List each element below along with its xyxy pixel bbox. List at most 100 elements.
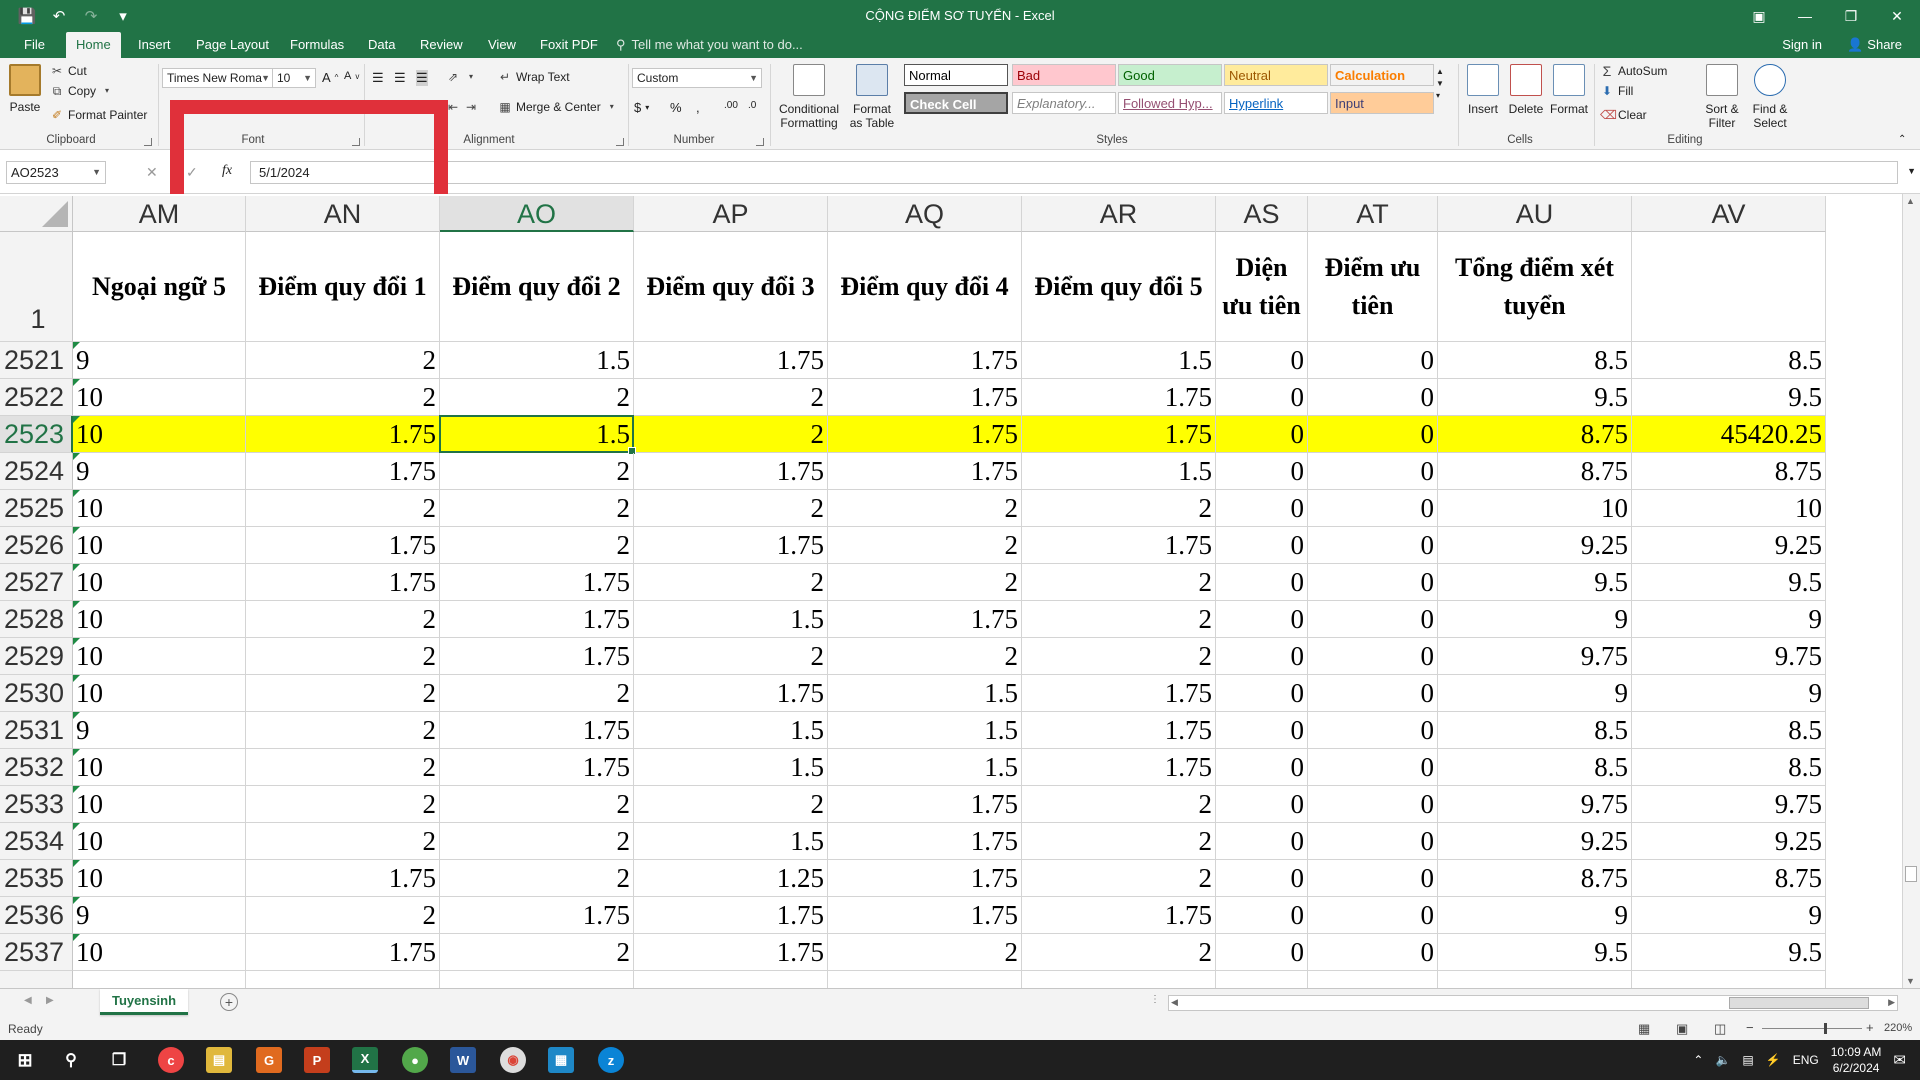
cell-at[interactable]: 0 [1308, 712, 1438, 749]
cell-ar[interactable]: 2 [1022, 823, 1216, 860]
cell-ar[interactable]: 2 [1022, 490, 1216, 527]
header-cell-am[interactable]: Ngoại ngữ 5 [73, 232, 246, 342]
cell-au[interactable]: 8.5 [1438, 342, 1632, 379]
cell-aq[interactable]: 1.75 [828, 342, 1022, 379]
cell-an[interactable]: 1.75 [246, 860, 440, 897]
decrease-decimal-button[interactable]: .0 [748, 100, 757, 111]
cell-as[interactable]: 0 [1216, 601, 1308, 638]
cell-ao[interactable]: 1.5 [440, 342, 634, 379]
increase-decimal-button[interactable]: .00 [724, 100, 738, 111]
formula-input[interactable]: 5/1/2024 [250, 161, 1898, 184]
column-header-av[interactable]: AV [1632, 196, 1826, 232]
cell-as[interactable]: 0 [1216, 490, 1308, 527]
tab-formulas[interactable]: Formulas [290, 37, 345, 52]
normal-view-icon[interactable]: ▦ [1638, 1021, 1651, 1036]
cell-ap[interactable]: 1.75 [634, 342, 828, 379]
clear-button[interactable]: ⌫ Clear [1600, 108, 1647, 122]
cell-at[interactable]: 0 [1308, 453, 1438, 490]
cell-as[interactable]: 0 [1216, 379, 1308, 416]
cell-at[interactable]: 0 [1308, 638, 1438, 675]
insert-cells-button[interactable]: Insert [1464, 64, 1502, 116]
cell-ar[interactable]: 2 [1022, 601, 1216, 638]
zalo-icon[interactable]: z [598, 1047, 624, 1073]
cell-av[interactable]: 10 [1632, 490, 1826, 527]
cell-ar[interactable]: 2 [1022, 860, 1216, 897]
style-bad[interactable]: Bad [1012, 64, 1116, 86]
tab-splitter-handle[interactable]: ⋮ [1150, 994, 1160, 1005]
tab-foxit-pdf[interactable]: Foxit PDF [540, 37, 598, 52]
redo-icon[interactable]: ↷ [84, 8, 98, 25]
cell-as[interactable]: 0 [1216, 786, 1308, 823]
cell-at[interactable]: 0 [1308, 749, 1438, 786]
cell-an[interactable]: 2 [246, 638, 440, 675]
cell-av[interactable]: 9.5 [1632, 934, 1826, 971]
file-explorer-icon[interactable]: ▤ [206, 1047, 232, 1073]
style-good[interactable]: Good [1118, 64, 1222, 86]
cell-am[interactable]: 10 [73, 601, 246, 638]
cell-ao[interactable]: 2 [440, 823, 634, 860]
undo-icon[interactable]: ↶ [52, 8, 66, 25]
green-app-icon[interactable]: ● [402, 1047, 428, 1073]
cell-ar[interactable]: 1.5 [1022, 453, 1216, 490]
cell-as[interactable]: 0 [1216, 416, 1308, 453]
cell-aq[interactable]: 1.75 [828, 453, 1022, 490]
page-layout-view-icon[interactable]: ▣ [1676, 1021, 1689, 1036]
cell-ao[interactable]: 1.75 [440, 601, 634, 638]
cell-ap[interactable]: 1.75 [634, 453, 828, 490]
style-normal[interactable]: Normal [904, 64, 1008, 86]
font-size-combo[interactable]: 10 ▼ [272, 68, 316, 88]
cell-ar[interactable]: 2 [1022, 934, 1216, 971]
cell-am[interactable]: 10 [73, 786, 246, 823]
tab-home[interactable]: Home [66, 32, 121, 58]
header-cell-au[interactable]: Tổng điểm xét tuyển [1438, 232, 1632, 342]
cell-ar[interactable]: 1.75 [1022, 675, 1216, 712]
header-cell-aq[interactable]: Điểm quy đổi 4 [828, 232, 1022, 342]
row-header[interactable]: 2535 [0, 860, 73, 897]
row-header-partial[interactable] [0, 971, 73, 988]
cell-at[interactable]: 0 [1308, 897, 1438, 934]
cell-av[interactable]: 45420.25 [1632, 416, 1826, 453]
cell-am[interactable]: 10 [73, 416, 246, 453]
cell-av[interactable]: 9.75 [1632, 638, 1826, 675]
column-header-ao[interactable]: AO [440, 196, 634, 232]
cell-am[interactable]: 10 [73, 527, 246, 564]
cell-ar[interactable]: 1.75 [1022, 712, 1216, 749]
cell-partial[interactable] [634, 971, 828, 988]
header-cell-ap[interactable]: Điểm quy đổi 3 [634, 232, 828, 342]
cell-ao[interactable]: 2 [440, 675, 634, 712]
cell-at[interactable]: 0 [1308, 934, 1438, 971]
cell-au[interactable]: 9.5 [1438, 379, 1632, 416]
cell-ao[interactable]: 1.75 [440, 564, 634, 601]
row-header[interactable]: 2527 [0, 564, 73, 601]
word-icon[interactable]: W [450, 1047, 476, 1073]
cell-ap[interactable]: 1.75 [634, 897, 828, 934]
cell-ap[interactable]: 2 [634, 379, 828, 416]
show-hidden-icons-icon[interactable]: ⌃ [1693, 1053, 1704, 1067]
cell-au[interactable]: 8.75 [1438, 416, 1632, 453]
zoom-in-icon[interactable]: + [1866, 1020, 1874, 1035]
cell-aq[interactable]: 1.75 [828, 416, 1022, 453]
cell-at[interactable]: 0 [1308, 601, 1438, 638]
cell-au[interactable]: 9.75 [1438, 638, 1632, 675]
minimize-icon[interactable]: — [1798, 8, 1812, 24]
font-name-combo[interactable]: Times New Roma ▼ [162, 68, 274, 88]
page-break-view-icon[interactable]: ◫ [1714, 1021, 1727, 1036]
share-button[interactable]: 👤 Share [1847, 32, 1902, 58]
cell-an[interactable]: 2 [246, 897, 440, 934]
vertical-scrollbar[interactable]: ▲ ▼ [1902, 194, 1920, 988]
cell-an[interactable]: 2 [246, 749, 440, 786]
cell-av[interactable]: 9.25 [1632, 823, 1826, 860]
cell-ap[interactable]: 1.75 [634, 527, 828, 564]
style-followed-hyperlink[interactable]: Followed Hyp... [1118, 92, 1222, 114]
header-cell-as[interactable]: Diện ưu tiên [1216, 232, 1308, 342]
cell-as[interactable]: 0 [1216, 342, 1308, 379]
row-header[interactable]: 2522 [0, 379, 73, 416]
cell-ao[interactable]: 1.75 [440, 712, 634, 749]
cell-au[interactable]: 8.5 [1438, 749, 1632, 786]
cell-an[interactable]: 2 [246, 601, 440, 638]
cell-av[interactable]: 8.5 [1632, 712, 1826, 749]
cell-ap[interactable]: 2 [634, 490, 828, 527]
cell-at[interactable]: 0 [1308, 564, 1438, 601]
zoom-level[interactable]: 220% [1884, 1022, 1913, 1034]
cell-au[interactable]: 9.5 [1438, 564, 1632, 601]
